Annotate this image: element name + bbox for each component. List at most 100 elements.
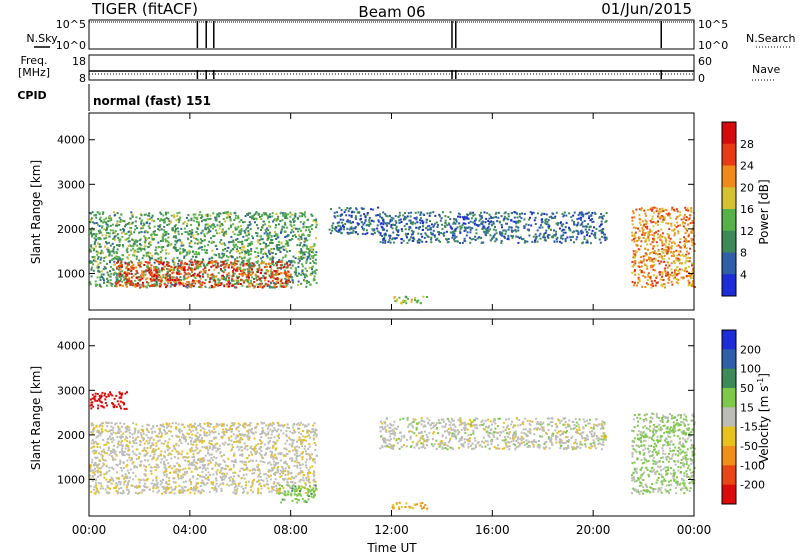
heatmap-cell [187, 464, 190, 467]
heatmap-cell [314, 258, 317, 261]
heatmap-cell [262, 274, 265, 277]
heatmap-cell [683, 269, 686, 272]
heatmap-cell [115, 454, 118, 457]
heatmap-cell [429, 227, 432, 230]
heatmap-cell [193, 242, 196, 245]
velocity-heatmap [89, 391, 696, 510]
heatmap-cell [129, 230, 132, 233]
heatmap-cell [292, 227, 295, 230]
heatmap-cell [188, 283, 191, 286]
heatmap-cell [285, 215, 288, 218]
heatmap-cell [533, 219, 536, 222]
heatmap-cell [110, 425, 113, 428]
heatmap-cell [584, 228, 587, 231]
heatmap-cell [311, 270, 314, 273]
heatmap-cell [296, 464, 299, 467]
heatmap-cell [114, 453, 117, 456]
heatmap-cell [195, 220, 198, 223]
heatmap-cell [234, 214, 237, 217]
heatmap-cell [572, 214, 575, 217]
heatmap-cell [177, 278, 180, 281]
heatmap-cell [226, 472, 229, 475]
heatmap-cell [363, 222, 366, 224]
y-tick-label: 4000 [57, 134, 85, 147]
heatmap-cell [282, 214, 285, 217]
heatmap-cell [472, 211, 475, 214]
heatmap-cell [286, 261, 289, 264]
heatmap-cell [475, 232, 478, 235]
heatmap-cell [523, 218, 526, 221]
heatmap-cell [89, 281, 92, 284]
heatmap-cell [126, 251, 129, 254]
heatmap-cell [667, 247, 670, 250]
heatmap-cell [205, 434, 208, 437]
heatmap-cell [659, 278, 662, 281]
heatmap-cell [478, 224, 481, 227]
heatmap-cell [648, 256, 651, 259]
heatmap-cell [94, 283, 97, 286]
heatmap-cell [308, 454, 311, 457]
heatmap-cell [257, 487, 260, 490]
heatmap-cell [679, 214, 682, 217]
heatmap-cell [111, 242, 114, 245]
heatmap-cell [122, 230, 125, 233]
heatmap-cell [684, 238, 687, 240]
heatmap-cell [380, 225, 383, 228]
heatmap-cell [393, 297, 396, 300]
heatmap-cell [206, 447, 209, 450]
heatmap-cell [111, 429, 114, 432]
heatmap-cell [302, 223, 305, 225]
heatmap-cell [250, 445, 253, 448]
heatmap-cell [642, 231, 644, 234]
heatmap-cell [229, 251, 232, 254]
heatmap-cell [633, 263, 636, 266]
heatmap-cell [102, 251, 105, 254]
heatmap-cell [223, 454, 225, 456]
heatmap-cell [155, 281, 158, 283]
heatmap-cell [172, 261, 175, 264]
heatmap-cell [277, 273, 280, 276]
heatmap-cell [304, 267, 307, 270]
heatmap-cell [173, 470, 176, 473]
heatmap-cell [233, 460, 236, 463]
heatmap-cell [113, 260, 116, 263]
heatmap-cell [275, 262, 277, 265]
colorbar-frame [721, 121, 737, 297]
heatmap-cell [434, 214, 437, 217]
heatmap-cell [301, 215, 304, 218]
heatmap-cell [309, 274, 312, 277]
heatmap-cell [202, 258, 204, 261]
heatmap-cell [92, 488, 95, 491]
heatmap-cell [150, 271, 153, 274]
heatmap-cell [685, 209, 688, 211]
heatmap-cell [644, 276, 647, 279]
heatmap-cell [127, 257, 130, 260]
heatmap-cell [675, 217, 678, 220]
heatmap-cell [262, 479, 265, 482]
heatmap-cell [581, 231, 584, 234]
heatmap-cell [290, 472, 293, 474]
heatmap-cell [222, 234, 225, 237]
heatmap-cell [112, 479, 115, 482]
heatmap-cell [127, 268, 130, 271]
heatmap-cell [541, 221, 544, 223]
heatmap-cell [314, 448, 317, 451]
heatmap-cell [146, 277, 149, 280]
heatmap-cell [181, 265, 184, 268]
heatmap-cell [179, 452, 182, 455]
heatmap-cell [279, 251, 282, 253]
heatmap-cell [190, 258, 193, 261]
heatmap-cell [291, 449, 294, 452]
heatmap-cell [400, 301, 403, 304]
heatmap-cell [97, 270, 100, 273]
heatmap-cell [115, 463, 118, 466]
heatmap-cell [286, 226, 289, 229]
heatmap-cell [176, 212, 179, 215]
heatmap-cell [337, 230, 340, 233]
heatmap-cell [416, 221, 419, 224]
heatmap-cell [312, 424, 315, 427]
heatmap-cell [647, 283, 649, 286]
heatmap-cell [146, 265, 149, 268]
heatmap-cell [246, 249, 249, 252]
heatmap-cell [222, 232, 225, 235]
